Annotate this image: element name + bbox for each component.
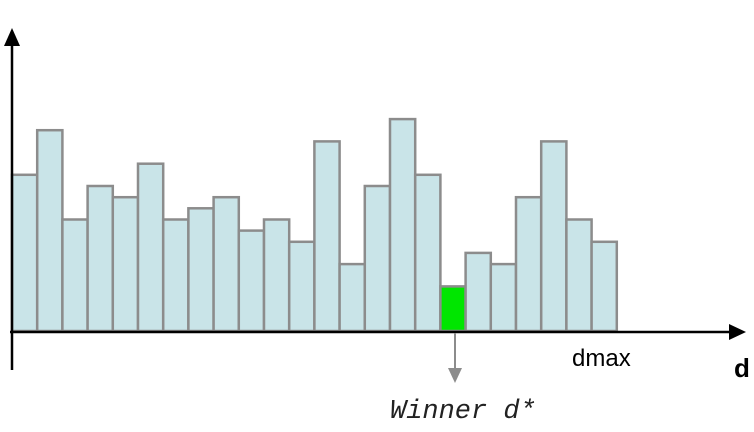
bar-9 <box>237 229 266 333</box>
winner-annotation: Winner d* <box>390 397 536 427</box>
bar-6 <box>161 218 190 333</box>
bar-20 <box>514 195 543 333</box>
bar-15 <box>388 117 417 333</box>
bar-winner <box>439 285 467 333</box>
bar-18 <box>464 251 493 333</box>
bar-1 <box>35 128 64 333</box>
bar-21 <box>539 140 568 333</box>
bar-13 <box>338 262 367 333</box>
bar-3 <box>86 184 115 333</box>
bar-19 <box>489 262 518 333</box>
bar-7 <box>187 207 215 333</box>
bar-2 <box>61 218 89 333</box>
bars-group <box>10 117 619 333</box>
bar-10 <box>262 218 291 333</box>
bar-0 <box>10 173 39 333</box>
x-axis-arrowhead <box>729 324 746 340</box>
x-axis-title: d <box>734 353 750 383</box>
bar-5 <box>136 162 165 333</box>
bar-16 <box>413 173 442 333</box>
bar-12 <box>313 140 341 333</box>
x-tick-label-dmax: dmax <box>572 345 631 372</box>
bar-4 <box>111 195 140 333</box>
bar-22 <box>565 218 593 333</box>
bar-11 <box>287 240 316 333</box>
bar-23 <box>590 240 619 333</box>
y-axis-arrowhead <box>4 28 20 46</box>
bar-8 <box>212 195 241 333</box>
bar-14 <box>363 184 392 333</box>
winner-pointer-arrowhead <box>448 368 462 383</box>
